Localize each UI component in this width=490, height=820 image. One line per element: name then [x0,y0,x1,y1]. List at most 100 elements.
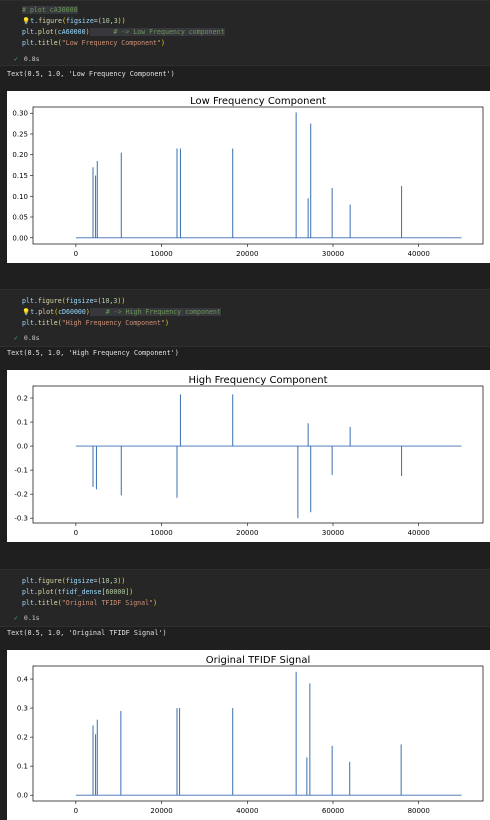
y-tick-label: 0.2 [17,395,28,403]
y-tick-label: 0.10 [12,193,28,201]
code-token: . [33,297,38,305]
execution-status: ✓ 0.1s [14,612,40,624]
code-token: title [37,599,58,607]
y-tick-label: 0.4 [17,676,29,684]
code-token: ( [57,319,62,327]
code-editor-1[interactable]: # plot cA30000 💡t.figure(figsize=(10,3)) p… [0,5,490,51]
plot-frame [32,385,484,524]
x-tick-label: 80000 [408,807,430,815]
code-cell-1[interactable]: # plot cA30000 💡t.figure(figsize=(10,3)) p… [0,0,490,66]
execution-time: 0.8s [23,55,40,63]
x-tick-label: 0 [74,807,78,815]
execution-time: 0.8s [23,334,40,342]
code-line: plt.title("Original TFIDF Signal") [22,598,157,609]
code-token: "High Frequency Component" [61,319,165,327]
code-token: ( [61,577,66,585]
execution-time: 0.1s [23,614,40,622]
y-tick-label: -0.3 [14,515,28,523]
code-cell-2[interactable]: plt.figure(figsize=(10,3)) 💡t.plot(cD6000… [0,289,490,347]
plot-low-frequency: Low Frequency Component 0 10000 20000 30000 4… [7,91,490,263]
check-icon: ✓ [14,334,18,342]
code-token: , [109,577,114,585]
code-token: figsize [65,577,94,585]
code-line: plt.title("Low Frequency Component") [22,38,165,49]
code-token: plot [37,28,54,36]
code-token: 3 [113,577,118,585]
x-tick-label: 10000 [150,529,172,537]
code-token: cD60000 [58,308,86,316]
code-line: 💡t.plot(cD60000) # -> High Frequency com… [22,307,221,318]
y-tick-label: 0.1 [17,763,28,771]
code-token: ( [61,297,66,305]
code-token: ( [54,308,59,316]
code-token: plot [38,308,55,316]
code-token: figsize [66,17,94,25]
code-line: plt.figure(figsize=(10,3)) [22,576,125,587]
code-line: plt.plot(tfidf_dense[60000]) [22,587,133,598]
output-text-3: Text(0.5, 1.0, 'Original TFIDF Signal') [7,629,167,637]
x-tick-label: 40000 [236,807,258,815]
code-token: plt [22,39,34,47]
x-tick-label: 20000 [236,529,258,537]
code-editor-3[interactable]: plt.figure(figsize=(10,3)) plt.plot(tfidf… [0,576,490,612]
code-token: =( [93,577,102,585]
code-token: figsize [65,297,94,305]
check-icon: ✓ [14,55,18,63]
chart-title: Low Frequency Component [190,96,326,107]
chart-svg-2: High Frequency Component 0 10000 20000 30000… [14,375,484,537]
code-token: 60000 [105,588,126,596]
y-tick-label: 0.0 [17,443,28,451]
lightbulb-icon[interactable]: 💡 [22,308,31,316]
plot-original-tfidf: Original TFIDF Signal 0 20000 40000 60000 800… [7,650,490,820]
x-tick-label: 40000 [408,529,430,537]
code-cell-3[interactable]: plt.figure(figsize=(10,3)) plt.plot(tfidf… [0,569,490,627]
code-token: plt [22,577,34,585]
x-tick-label: 60000 [322,807,344,815]
output-text-2: Text(0.5, 1.0, 'High Frequency Component… [7,349,179,357]
code-token: plt [22,297,34,305]
x-tick-label: 0 [74,250,78,258]
lightbulb-icon[interactable]: 💡 [22,17,31,25]
code-token: [ [101,588,106,596]
code-token: ) [85,308,90,316]
code-token: . [34,17,39,25]
code-token: plot [37,588,54,596]
code-editor-2[interactable]: plt.figure(figsize=(10,3)) 💡t.plot(cD6000… [0,296,490,332]
code-token: . [33,577,38,585]
execution-status: ✓ 0.8s [14,53,40,65]
code-token: ]) [125,588,134,596]
code-token: . [33,599,38,607]
code-token: ) [153,599,158,607]
code-token: "Low Frequency Component" [61,39,161,47]
y-tick-label: 0.2 [17,734,28,742]
execution-status: ✓ 0.8s [14,332,40,344]
code-token: =( [93,17,102,25]
chart-svg-3: Original TFIDF Signal 0 20000 40000 60000 800… [17,655,484,815]
chart-title: High Frequency Component [188,375,327,386]
code-token: tfidf_dense [57,588,102,596]
code-line: plt.title("High Frequency Component") [22,318,169,329]
code-line: plt.plot(cA60000) # -> Low Frequency com… [22,27,225,38]
code-token: 10 [101,577,110,585]
code-token: # -> Low Frequency component [89,28,225,36]
chart-svg-1: Low Frequency Component 0 10000 20000 30000 4… [12,96,484,258]
code-token: plt [22,319,34,327]
x-tick-label: 0 [74,529,78,537]
plot-frame [32,665,484,802]
code-token: ) [85,28,90,36]
code-token: ( [53,588,58,596]
code-line: plt.figure(figsize=(10,3)) [22,296,125,307]
code-token: # -> High Frequency component [89,308,221,316]
code-token: t [30,308,35,316]
check-icon: ✓ [14,614,18,622]
code-token: plt [22,599,34,607]
code-line: 💡t.figure(figsize=(10,3)) [22,16,126,27]
x-tick-label: 20000 [150,807,172,815]
code-token: 10 [101,297,110,305]
y-tick-label: -0.1 [14,467,28,475]
code-token: . [33,28,38,36]
output-text-1: Text(0.5, 1.0, 'Low Frequency Component'… [7,70,175,78]
code-token: . [33,588,38,596]
y-tick-label: 0.0 [17,792,28,800]
x-tick-label: 10000 [150,250,172,258]
